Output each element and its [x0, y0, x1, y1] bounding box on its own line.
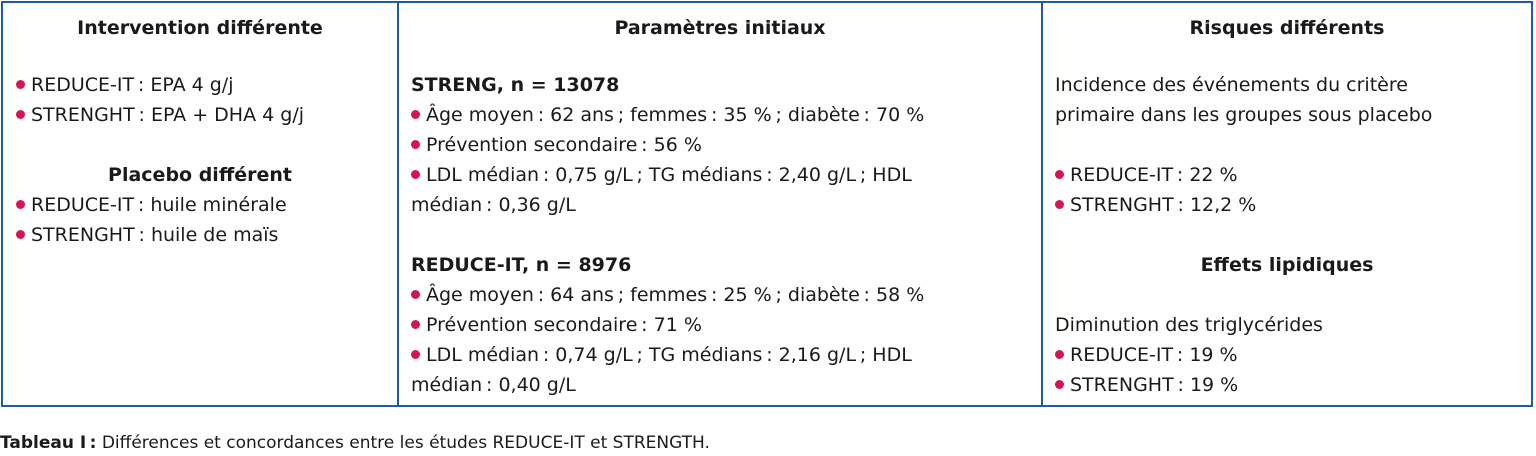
caption-text: Différences et concordances entre les ét… — [96, 433, 710, 453]
column-header-risks: Risques différents — [1043, 14, 1531, 42]
list-item: REDUCE-IT : 22 % — [1055, 160, 1521, 190]
list-item: Prévention secondaire : 56 % — [411, 130, 1031, 160]
column-parameters: Paramètres initiaux STRENG, n = 13078 Âg… — [399, 3, 1043, 405]
paragraph-line: Incidence des événements du critère — [1055, 70, 1521, 100]
subheading-streng: STRENG, n = 13078 — [411, 70, 1031, 100]
column-body-intervention: REDUCE-IT : EPA 4 g/j STRENGHT : EPA + D… — [16, 70, 387, 250]
column-header-parameters: Paramètres initiaux — [399, 14, 1041, 42]
subheading-reduce-it: REDUCE-IT, n = 8976 — [411, 250, 1031, 280]
list-item: Âge moyen : 62 ans ; femmes : 35 % ; dia… — [411, 100, 1031, 130]
bullet-icon — [1055, 170, 1064, 179]
bullet-icon — [1055, 200, 1064, 209]
bullet-icon — [411, 290, 420, 299]
bullet-icon — [16, 230, 25, 239]
table-caption: Tableau I : Différences et concordances … — [0, 432, 710, 454]
column-body-parameters: STRENG, n = 13078 Âge moyen : 62 ans ; f… — [411, 70, 1031, 400]
bullet-icon — [1055, 380, 1064, 389]
bullet-icon — [411, 320, 420, 329]
list-item: LDL médian : 0,75 g/L ; TG médians : 2,4… — [411, 160, 1031, 190]
list-item: REDUCE-IT : EPA 4 g/j — [16, 70, 387, 100]
list-item-continuation: médian : 0,36 g/L — [411, 190, 1031, 220]
paragraph-line: primaire dans les groupes sous placebo — [1055, 100, 1521, 130]
subheading-placebo: Placebo différent — [3, 160, 397, 190]
bullet-icon — [16, 200, 25, 209]
subheading-lipid-effects: Effets lipidiques — [1043, 250, 1531, 280]
list-item: STRENGHT : 19 % — [1055, 370, 1521, 400]
bullet-icon — [411, 110, 420, 119]
column-risks: Risques différents Incidence des événeme… — [1043, 3, 1531, 405]
comparison-table: Intervention différente REDUCE-IT : EPA … — [1, 1, 1533, 407]
list-item: Âge moyen : 64 ans ; femmes : 25 % ; dia… — [411, 280, 1031, 310]
column-body-risks: Incidence des événements du critère prim… — [1055, 70, 1521, 400]
list-item: REDUCE-IT : 19 % — [1055, 340, 1521, 370]
list-item: REDUCE-IT : huile minérale — [16, 190, 387, 220]
list-item: Prévention secondaire : 71 % — [411, 310, 1031, 340]
caption-label: Tableau I : — [0, 433, 96, 453]
bullet-icon — [16, 80, 25, 89]
column-intervention: Intervention différente REDUCE-IT : EPA … — [3, 3, 399, 405]
bullet-icon — [411, 140, 420, 149]
paragraph-line: Diminution des triglycérides — [1055, 310, 1521, 340]
column-header-intervention: Intervention différente — [3, 14, 397, 42]
list-item: STRENGHT : huile de maïs — [16, 220, 387, 250]
bullet-icon — [16, 110, 25, 119]
list-item: STRENGHT : 12,2 % — [1055, 190, 1521, 220]
list-item-continuation: médian : 0,40 g/L — [411, 370, 1031, 400]
bullet-icon — [411, 170, 420, 179]
bullet-icon — [1055, 350, 1064, 359]
list-item: LDL médian : 0,74 g/L ; TG médians : 2,1… — [411, 340, 1031, 370]
bullet-icon — [411, 350, 420, 359]
list-item: STRENGHT : EPA + DHA 4 g/j — [16, 100, 387, 130]
